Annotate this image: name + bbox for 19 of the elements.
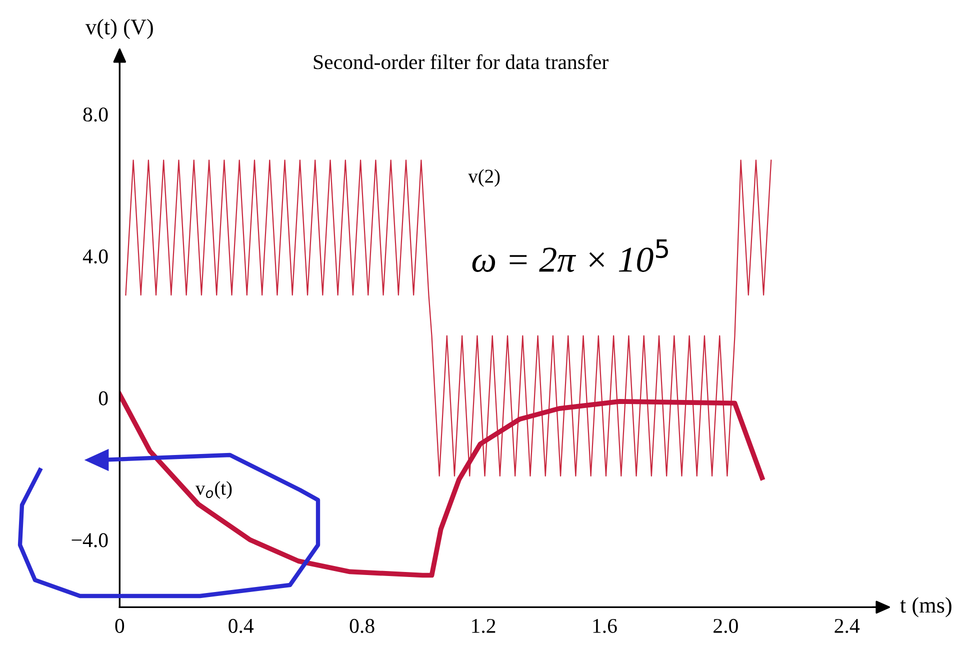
x-tick-label: 1.2 (472, 618, 496, 634)
x-axis-title: t (ms) (900, 597, 952, 618)
y-tick-label: −4.0 (72, 533, 108, 548)
y-axis-title: v(t) (V) (85, 18, 153, 40)
annotation: ω = 2π × 10$^{5}$ (472, 239, 668, 272)
line-series (120, 392, 764, 578)
chart-title: Second-order filter for data transfer (314, 54, 608, 70)
x-tick-label: 2.4 (834, 618, 860, 634)
line-series (125, 160, 772, 476)
x-tick-label: 0.8 (350, 618, 374, 634)
text: v(2) (468, 169, 500, 187)
series-label: v$_{o}$(t) (195, 481, 232, 499)
y-tick-label: 0 (98, 391, 108, 406)
x-tick-label: 1.6 (593, 618, 617, 634)
y-tick-label: 8.0 (83, 107, 108, 122)
x-tick-label: 0 (115, 618, 124, 633)
x-tick-label: 0.4 (228, 618, 254, 634)
y-tick-label: 4.0 (82, 249, 108, 264)
x-tick-label: 2.0 (714, 618, 738, 634)
